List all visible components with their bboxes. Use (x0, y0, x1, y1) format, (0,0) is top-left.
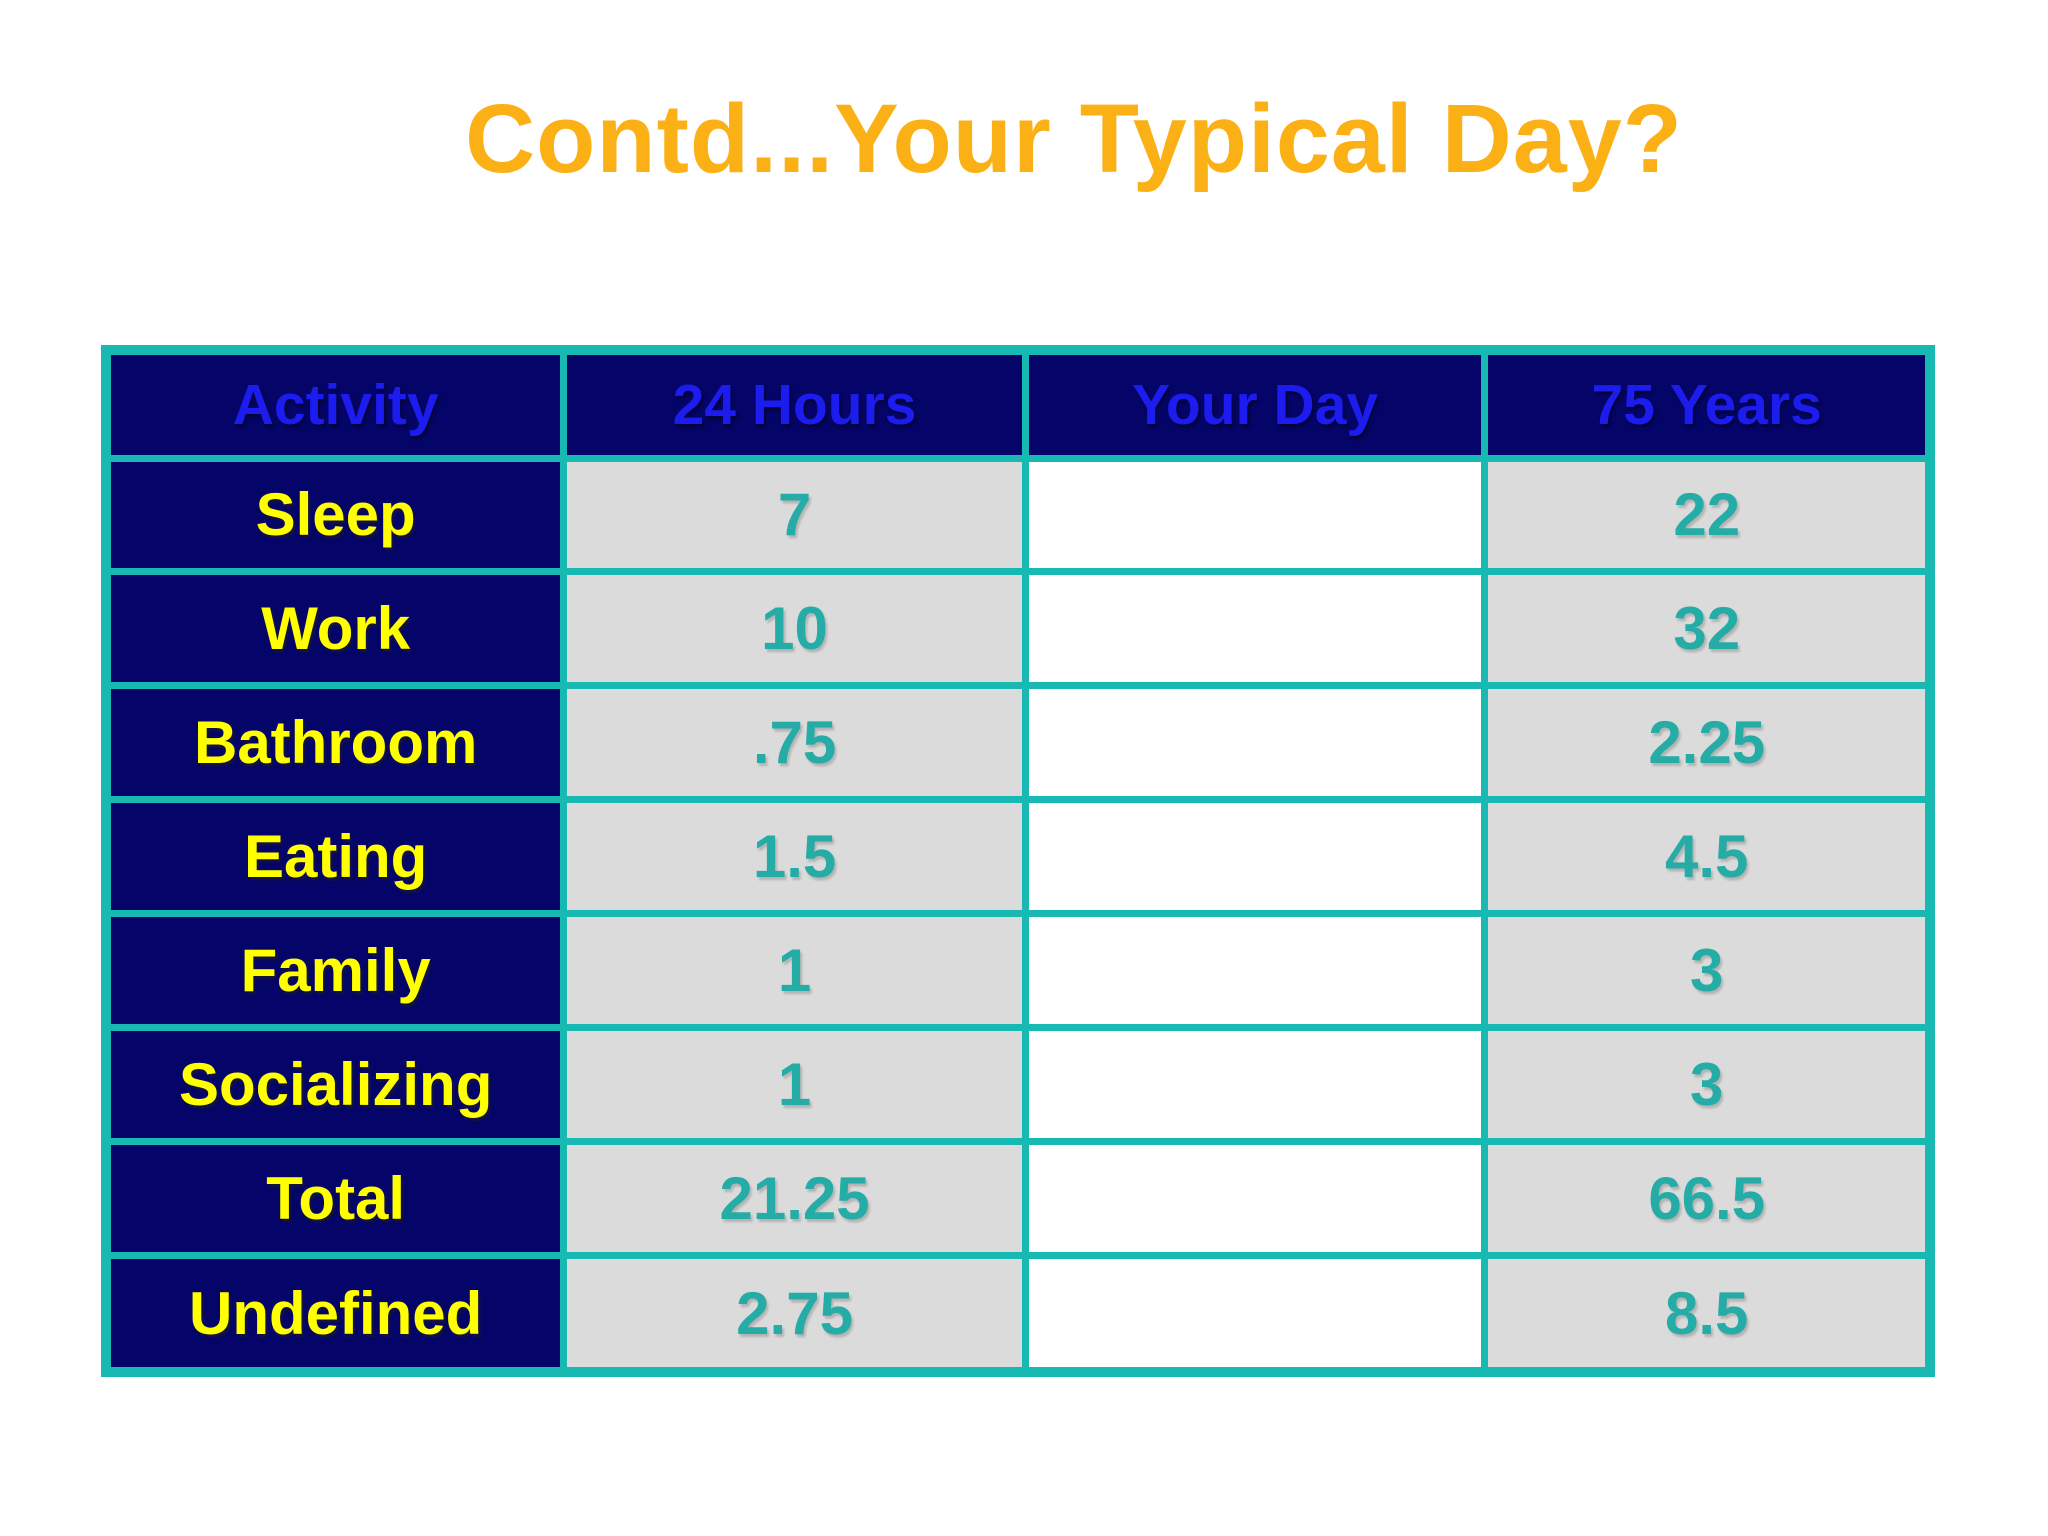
table-row: Work 10 32 (102, 568, 1934, 690)
header-75-years: 75 Years (1481, 346, 1934, 462)
header-your-day: Your Day (1021, 346, 1489, 462)
hours-24-cell: 1 (560, 1024, 1029, 1146)
activity-cell: Family (102, 910, 568, 1032)
years-75-cell: 2.25 (1481, 682, 1934, 804)
hours-24-cell: 7 (560, 454, 1029, 576)
hours-24-cell: 1 (560, 910, 1029, 1032)
activity-cell: Socializing (102, 1024, 568, 1146)
years-75-cell: 3 (1481, 1024, 1934, 1146)
typical-day-table: Activity 24 Hours Your Day 75 Years Slee… (101, 345, 1935, 1377)
hours-24-cell: 2.75 (560, 1252, 1029, 1376)
table-row: Socializing 1 3 (102, 1024, 1934, 1146)
table-body: Sleep 7 22 Work 10 32 Bathroom .75 2.25 … (102, 454, 1934, 1376)
years-75-cell: 32 (1481, 568, 1934, 690)
hours-24-cell: 10 (560, 568, 1029, 690)
your-day-cell (1021, 1024, 1489, 1146)
table-row: Undefined 2.75 8.5 (102, 1252, 1934, 1376)
activity-cell: Sleep (102, 454, 568, 576)
your-day-cell (1021, 796, 1489, 918)
hours-24-cell: .75 (560, 682, 1029, 804)
your-day-cell (1021, 682, 1489, 804)
activity-cell: Total (102, 1138, 568, 1260)
table-row: Eating 1.5 4.5 (102, 796, 1934, 918)
your-day-cell (1021, 568, 1489, 690)
years-75-cell: 8.5 (1481, 1252, 1934, 1376)
your-day-cell (1021, 910, 1489, 1032)
table-row: Family 1 3 (102, 910, 1934, 1032)
years-75-cell: 3 (1481, 910, 1934, 1032)
years-75-cell: 22 (1481, 454, 1934, 576)
slide-title: Contd...Your Typical Day? (465, 84, 1683, 193)
years-75-cell: 66.5 (1481, 1138, 1934, 1260)
your-day-cell (1021, 454, 1489, 576)
table-row: Bathroom .75 2.25 (102, 682, 1934, 804)
activity-cell: Work (102, 568, 568, 690)
header-24-hours: 24 Hours (560, 346, 1029, 462)
table-row: Sleep 7 22 (102, 454, 1934, 576)
hours-24-cell: 1.5 (560, 796, 1029, 918)
activity-cell: Undefined (102, 1252, 568, 1376)
hours-24-cell: 21.25 (560, 1138, 1029, 1260)
activity-cell: Eating (102, 796, 568, 918)
table-header: Activity 24 Hours Your Day 75 Years (102, 346, 1934, 462)
your-day-cell (1021, 1252, 1489, 1376)
your-day-cell (1021, 1138, 1489, 1260)
header-row: Activity 24 Hours Your Day 75 Years (102, 346, 1934, 462)
table-row: Total 21.25 66.5 (102, 1138, 1934, 1260)
activity-cell: Bathroom (102, 682, 568, 804)
header-activity: Activity (102, 346, 568, 462)
years-75-cell: 4.5 (1481, 796, 1934, 918)
